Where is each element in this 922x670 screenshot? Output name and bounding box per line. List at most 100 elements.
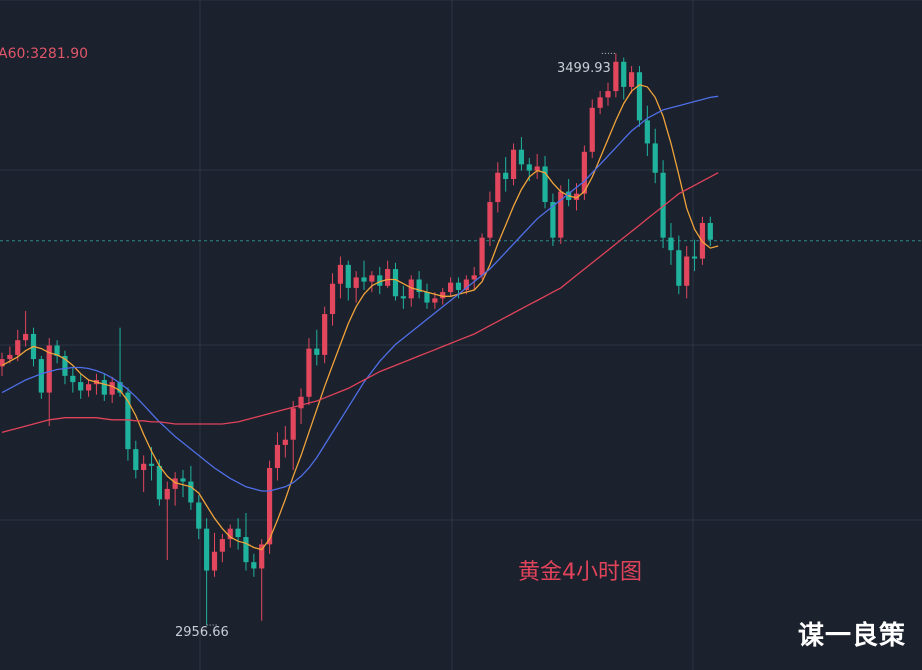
candle-body: [243, 537, 249, 563]
candle-body: [306, 348, 312, 397]
candle-body: [526, 164, 532, 171]
candle-body: [440, 292, 446, 299]
candle-body: [274, 444, 281, 468]
candle-body: [266, 467, 273, 545]
candle-body: [38, 359, 44, 393]
candle-body: [668, 237, 674, 251]
candle-body: [487, 202, 493, 238]
ma-mid-line: [1, 95, 719, 492]
candle-body: [156, 465, 162, 500]
candle-body: [613, 61, 619, 92]
candle-body: [558, 191, 564, 238]
candle-body: [392, 269, 399, 297]
candle-body: [62, 355, 68, 376]
chart-title: 黄金4小时图: [518, 560, 642, 585]
candle-body: [581, 151, 587, 194]
ma60-line: [1, 172, 719, 434]
candle-body: [534, 166, 540, 171]
candle-body: [172, 478, 178, 489]
candle-body: [329, 283, 336, 315]
candle-body: [188, 481, 194, 503]
candle-body: [235, 528, 241, 538]
candle-body: [141, 463, 147, 471]
candle-body: [644, 120, 650, 144]
candle-body: [471, 275, 477, 280]
candle-body: [605, 91, 611, 98]
candle-body: [408, 279, 414, 299]
ma-short-line: [1, 84, 719, 551]
ma60-readout: A60:3281.90: [0, 46, 89, 62]
candle-body: [707, 222, 713, 240]
candle-body: [353, 277, 359, 288]
candle-body: [542, 166, 548, 203]
candle-body: [676, 250, 682, 286]
candle-body: [101, 380, 107, 395]
candle-body: [455, 282, 462, 290]
candle-body: [416, 279, 422, 293]
candle-body: [424, 292, 430, 303]
candle-body: [510, 149, 517, 180]
candle-body: [125, 392, 131, 450]
candle-body: [164, 488, 170, 500]
candle-body: [133, 449, 139, 471]
watermark: 谋一良策: [797, 621, 906, 651]
candle-body: [518, 149, 525, 165]
candle-body: [282, 439, 288, 445]
candle-body: [54, 345, 60, 356]
candle-body: [361, 277, 367, 282]
candle-body: [7, 354, 13, 360]
candle-body: [660, 172, 666, 238]
candle-body: [447, 282, 454, 293]
candle-body: [227, 528, 233, 540]
candle-body: [337, 264, 344, 284]
candle-body: [23, 333, 29, 341]
candle-body: [684, 256, 690, 286]
candle-body: [629, 72, 635, 87]
candle-body: [463, 279, 469, 290]
candle-body: [597, 97, 603, 108]
candle-body: [109, 382, 115, 395]
candle-body: [204, 528, 210, 571]
candle-body: [211, 551, 218, 571]
candle-body: [85, 384, 92, 391]
candle-body: [0, 359, 5, 367]
candles: [0, 53, 713, 625]
candle-body: [589, 107, 595, 152]
candle-body: [46, 345, 52, 393]
candle-body: [290, 408, 296, 440]
candle-body: [148, 463, 155, 466]
ma-lines: [1, 84, 719, 551]
candle-body: [78, 382, 84, 391]
candle-body: [117, 382, 123, 393]
candle-body: [251, 562, 257, 569]
candle-body: [345, 264, 351, 288]
candle-body: [369, 275, 375, 282]
candle-body: [70, 375, 76, 383]
high-annotation: 3499.93: [557, 61, 611, 76]
candle-body: [322, 314, 328, 355]
annotations: 3499.93 2956.66: [175, 52, 616, 640]
low-annotation: 2956.66: [175, 625, 229, 640]
candle-body: [573, 193, 580, 200]
candle-body: [400, 296, 406, 299]
candle-body: [196, 502, 202, 529]
candle-body: [385, 269, 391, 286]
candle-body: [636, 72, 643, 121]
candle-body: [550, 202, 556, 238]
candle-body: [314, 348, 320, 355]
candle-body: [219, 539, 225, 552]
candle-body: [15, 340, 21, 355]
candle-body: [479, 237, 485, 276]
candle-body: [259, 544, 265, 569]
candle-body: [377, 275, 383, 286]
candle-body: [495, 172, 501, 203]
candle-body: [298, 396, 304, 409]
candle-body: [691, 256, 698, 259]
candle-body: [180, 478, 186, 482]
candle-body: [503, 172, 509, 180]
candle-body: [432, 298, 438, 303]
candle-body: [621, 61, 627, 87]
